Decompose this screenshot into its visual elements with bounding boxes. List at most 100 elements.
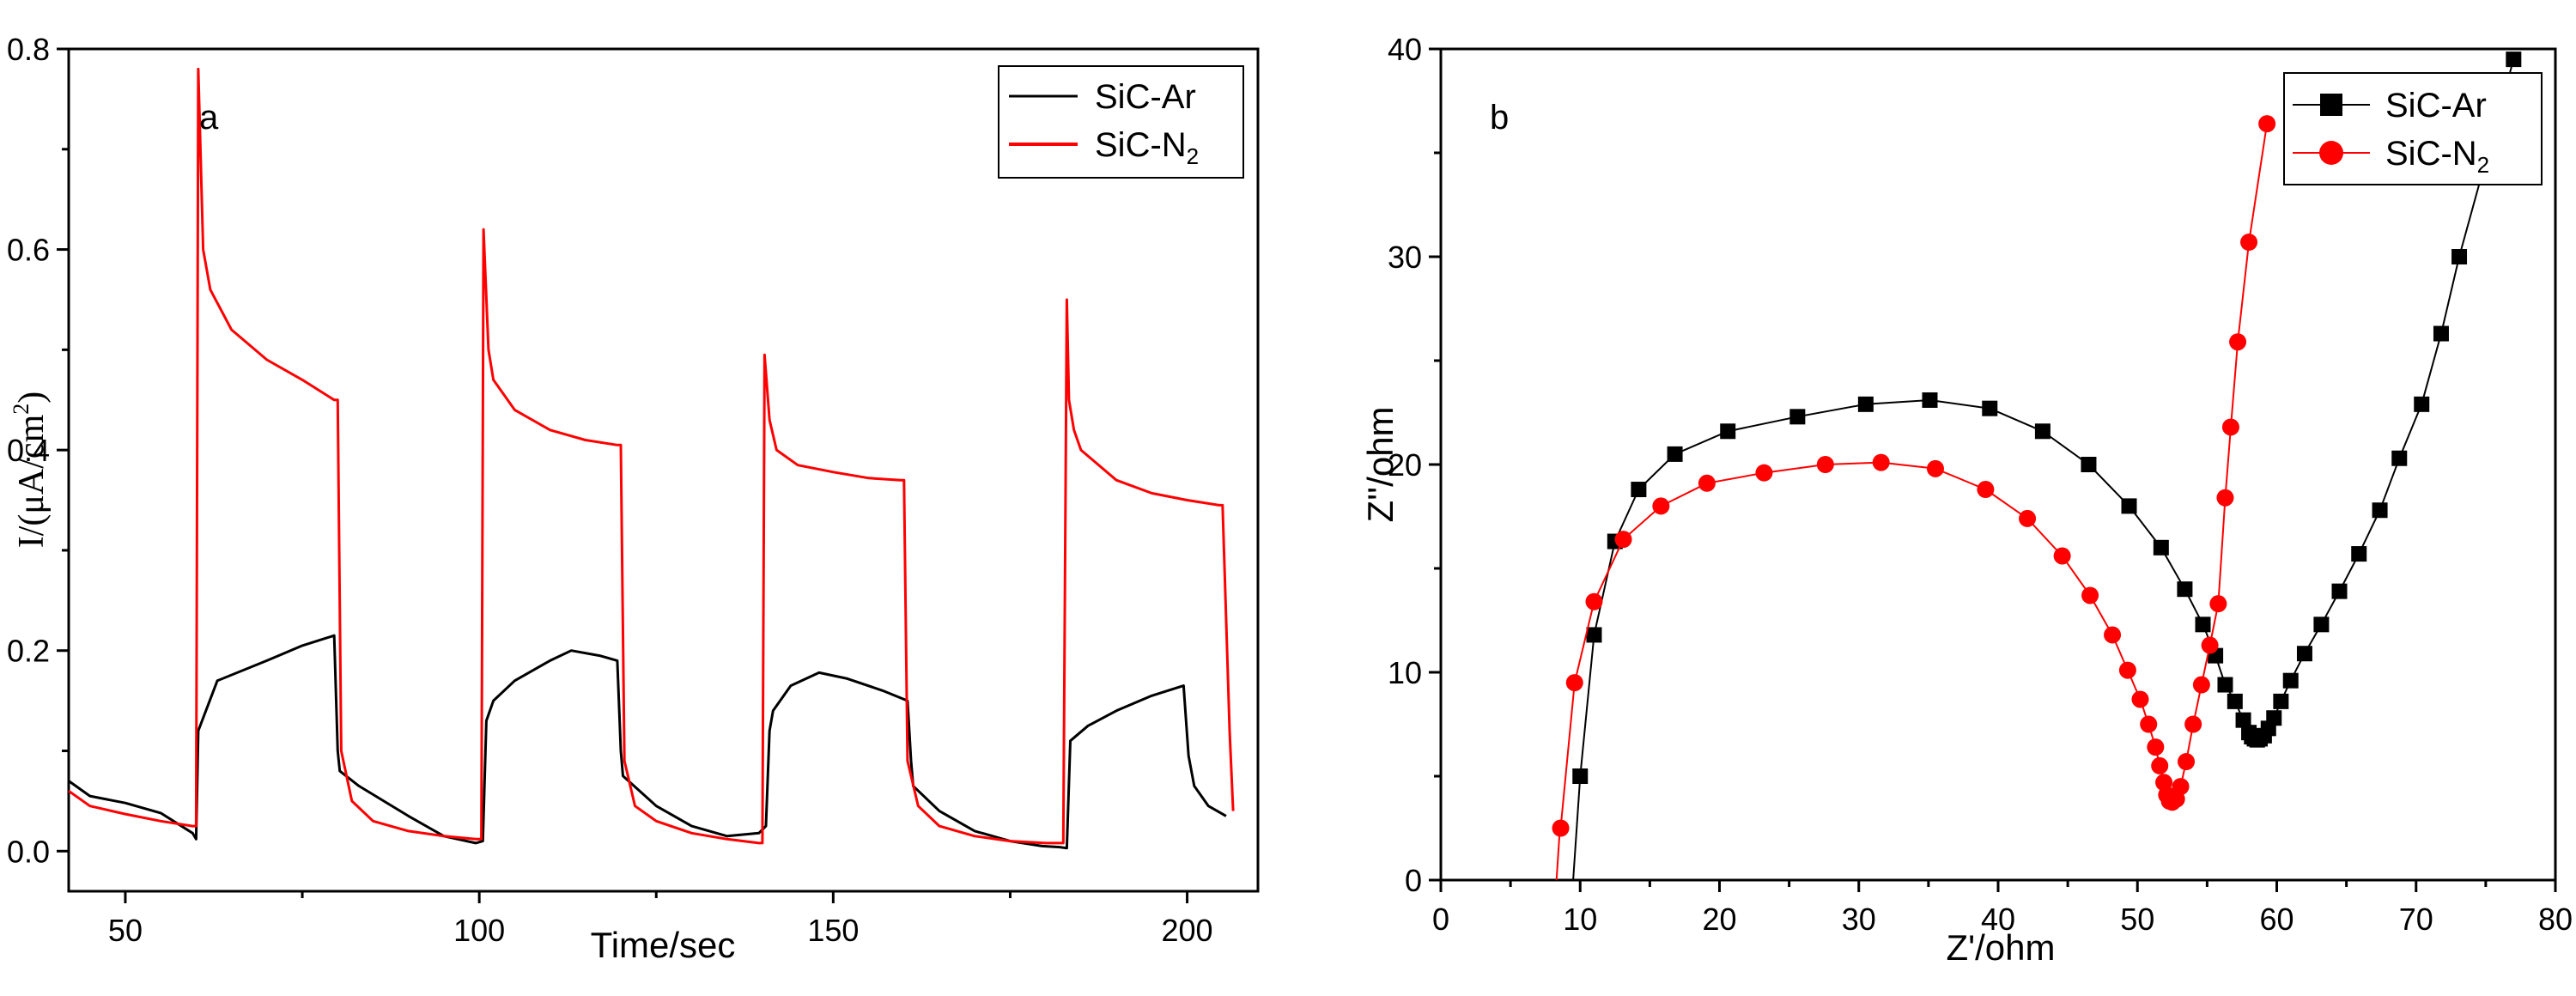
panel-a-legend-label-sic-n2: SiC-N2 — [1095, 126, 1199, 169]
panel-b-y-tick-label: 10 — [1388, 655, 1422, 690]
panel-a-y-tick-label: 0.2 — [7, 634, 50, 669]
panel-b-point-sic-n2 — [2258, 115, 2276, 133]
panel-b-point-sic-n2 — [2184, 715, 2202, 733]
panel-b-point-sic-ar — [2451, 249, 2468, 264]
panel-b-point-sic-n2 — [1585, 592, 1603, 610]
panel-a-series-sic-n2-line — [68, 67, 1235, 845]
panel-b-x-tick-label: 30 — [1842, 902, 1876, 937]
panel-a-legend-label-sic-ar: SiC-Ar — [1095, 78, 1196, 116]
panel-b-point-sic-n2 — [2081, 586, 2099, 604]
panel-a-y-tick-label: 0.0 — [7, 834, 50, 869]
panel-b-y-tick-label: 20 — [1388, 447, 1422, 483]
panel-a-legend-label-sic-n2-sub: 2 — [1187, 143, 1199, 169]
panel-a-series — [68, 67, 1235, 850]
panel-a-series-sic-ar-line — [68, 634, 1227, 850]
panel-b-legend-marker-sic-ar — [2320, 94, 2342, 116]
panel-b-legend: SiC-Ar SiC-N2 — [2283, 72, 2543, 185]
panel-b-point-sic-ar — [1631, 482, 1647, 498]
panel-b-point-sic-ar — [2177, 581, 2193, 598]
panel-b-x-tick-label: 10 — [1563, 902, 1597, 937]
panel-b-point-sic-n2 — [2172, 778, 2190, 796]
panel-a-y-axis-label-base: I/(μA/cm — [12, 414, 52, 548]
panel-b-legend-label-sic-n2: SiC-N2 — [2385, 135, 2489, 178]
panel-b-point-sic-ar — [2282, 672, 2299, 689]
panel-b-point-sic-ar — [1720, 423, 1736, 440]
panel-b-y-tick-label: 30 — [1388, 240, 1422, 275]
panel-b-x-tick-label: 20 — [1702, 902, 1736, 937]
panel-b-legend-marker-sic-n2 — [2319, 141, 2343, 165]
panel-b-point-sic-n2 — [2229, 333, 2247, 351]
panel-b-point-sic-ar — [2372, 502, 2388, 519]
panel-b-point-sic-ar — [1667, 446, 1683, 462]
chart-panel-b: 0 10 20 30 40 50 60 70 80 0 10 20 30 40 b Z'/ohm Z''… — [1360, 32, 2573, 968]
panel-b-x-ticks: 0 10 20 30 40 50 60 70 80 — [1432, 880, 2573, 937]
panel-b-legend-label-sic-ar: SiC-Ar — [2385, 87, 2487, 125]
panel-b-point-sic-n2 — [2151, 756, 2169, 774]
panel-b-point-sic-ar — [2506, 52, 2522, 68]
panel-b-y-ticks: 0 10 20 30 40 — [1388, 32, 1441, 898]
panel-b-point-sic-ar — [2351, 546, 2367, 562]
panel-b-point-sic-n2 — [1698, 474, 1716, 492]
panel-b-point-sic-n2 — [1614, 531, 1632, 549]
panel-b-x-axis-label: Z'/ohm — [1946, 927, 2055, 968]
panel-b-point-sic-ar — [2034, 423, 2050, 440]
panel-b-point-sic-ar — [2235, 712, 2251, 728]
panel-a-y-axis-label: I/(μA/cm2) — [9, 392, 52, 548]
panel-b-point-sic-n2 — [2209, 595, 2227, 613]
panel-a-y-axis-label-close: ) — [12, 392, 52, 404]
panel-b-point-sic-n2 — [1977, 481, 1995, 499]
panel-b-point-sic-ar — [2273, 693, 2289, 709]
panel-b-point-sic-ar — [2414, 396, 2430, 412]
panel-b-point-sic-n2 — [2201, 636, 2219, 654]
panel-a-y-axis-label-sup: 2 — [9, 404, 33, 415]
panel-a-label: a — [199, 99, 219, 137]
panel-b-point-sic-n2 — [1872, 453, 1890, 471]
panel-b-point-sic-n2 — [2192, 676, 2210, 694]
panel-b-point-sic-n2 — [1755, 464, 1773, 482]
panel-b-point-sic-ar — [2121, 498, 2137, 514]
panel-b-x-tick-label: 0 — [1432, 902, 1449, 937]
panel-a-x-tick-label: 50 — [108, 913, 143, 948]
panel-b-point-sic-n2 — [1652, 497, 1670, 515]
panel-b-point-sic-n2 — [2131, 690, 2149, 708]
panel-b-point-sic-ar — [1572, 768, 1589, 784]
panel-b-point-sic-n2 — [1926, 459, 1944, 477]
panel-a-y-tick-label: 0.6 — [7, 233, 50, 268]
panel-b-series-sic-n2-line — [1559, 123, 2269, 829]
panel-b-x-tick-label: 60 — [2259, 902, 2293, 937]
panel-b-series-sic-n2-lead-line — [1555, 828, 1561, 881]
panel-b-point-sic-n2 — [1552, 819, 1570, 837]
panel-a-x-tick-label: 100 — [453, 913, 505, 948]
panel-b-point-sic-n2 — [2019, 509, 2037, 527]
panel-b-x-tick-label: 40 — [1981, 902, 2015, 937]
panel-b-point-sic-n2 — [1565, 674, 1583, 692]
panel-a-y-ticks: 0.0 0.2 0.4 0.6 0.8 — [7, 32, 69, 869]
panel-b-y-tick-label: 0 — [1405, 863, 1422, 898]
panel-b-point-sic-ar — [2331, 583, 2348, 599]
panel-b-point-sic-ar — [1982, 400, 1998, 416]
panel-b-point-sic-n2 — [2104, 626, 2122, 644]
panel-a-legend-label-sic-ar-text: SiC-Ar — [1095, 78, 1196, 116]
panel-b-point-sic-ar — [2296, 646, 2312, 662]
panel-b-point-sic-n2 — [2221, 418, 2239, 436]
panel-b-point-sic-ar — [2195, 616, 2211, 633]
panel-b-legend-box — [2283, 72, 2543, 185]
panel-b-point-sic-ar — [1857, 396, 1874, 412]
panel-a-legend-box — [998, 65, 1244, 179]
panel-a-y-tick-label: 0.4 — [7, 433, 50, 468]
panel-b-point-sic-n2 — [2140, 715, 2158, 733]
panel-b-point-sic-ar — [1922, 392, 1938, 408]
panel-b-point-sic-ar — [2217, 677, 2233, 693]
panel-b-point-sic-ar — [1586, 627, 1602, 643]
panel-b-point-sic-n2 — [1816, 456, 1834, 473]
panel-b-point-sic-ar — [2227, 693, 2243, 709]
panel-b-point-sic-ar — [2266, 710, 2282, 726]
panel-b-y-tick-label: 40 — [1388, 32, 1422, 67]
panel-b-x-tick-label: 80 — [2538, 902, 2573, 937]
panel-b-point-sic-ar — [2313, 616, 2330, 633]
panel-b-point-sic-n2 — [2118, 661, 2136, 679]
panel-a-x-tick-label: 200 — [1162, 913, 1213, 948]
panel-b-point-sic-n2 — [2216, 489, 2234, 507]
panel-b-series-sic-ar-lead-line — [1572, 775, 1582, 881]
